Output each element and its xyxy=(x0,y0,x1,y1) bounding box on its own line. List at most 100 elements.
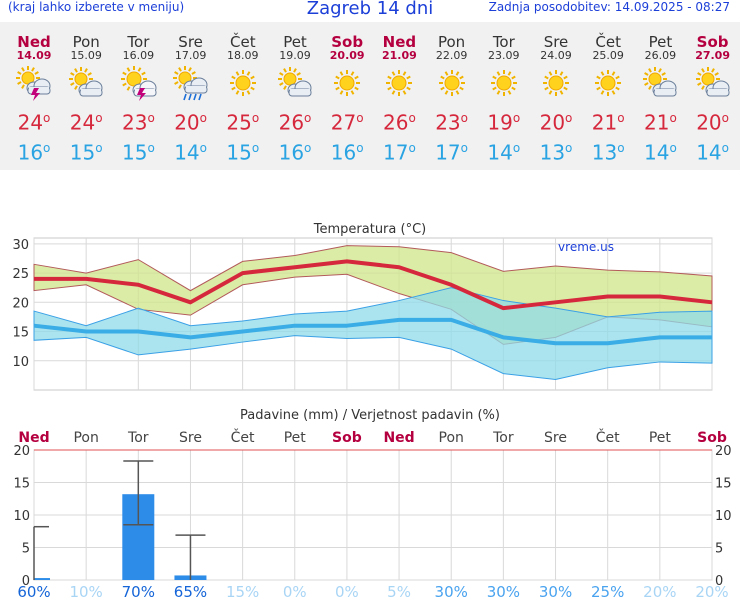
day-column: Sob 20.09 27o 16o xyxy=(321,22,373,165)
degree-symbol: o xyxy=(95,140,103,155)
degree-symbol: o xyxy=(356,140,364,155)
day-column: Čet 18.09 25o 15o xyxy=(217,22,269,165)
day-date: 14.09 xyxy=(16,49,52,62)
day-date: 25.09 xyxy=(592,49,624,62)
precipitation-chart-title: Padavine (mm) / Verjetnost padavin (%) xyxy=(240,408,500,423)
max-temp: 19o xyxy=(478,106,530,135)
precipitation-chart: Padavine (mm) / Verjetnost padavin (%) Ne… xyxy=(13,408,732,600)
day-label: Pon xyxy=(73,430,98,446)
sun-icon xyxy=(379,66,419,102)
day-date: 18.09 xyxy=(227,49,259,62)
precip-probability: 20% xyxy=(643,583,676,600)
day-date: 27.09 xyxy=(695,49,730,62)
max-temp: 24o xyxy=(60,106,112,135)
y-tick-label: 25 xyxy=(12,267,29,282)
day-name: Pon xyxy=(437,33,466,51)
day-date: 24.09 xyxy=(540,49,572,62)
last-update: Zadnja posodobitev: 14.09.2025 - 08:27 xyxy=(488,0,730,14)
max-temp: 25o xyxy=(217,106,269,135)
precip-probability: 20% xyxy=(695,583,728,600)
degree-symbol: o xyxy=(617,111,625,125)
precip-probability: 65% xyxy=(174,583,207,600)
max-temp-value: 24 xyxy=(17,110,44,135)
day-label: Ned xyxy=(383,430,414,446)
max-temp: 23o xyxy=(426,106,478,135)
precip-probability: 0% xyxy=(335,583,359,600)
min-temp: 16o xyxy=(321,135,373,166)
sun-cloud-icon xyxy=(640,66,680,102)
min-temp-value: 13 xyxy=(539,140,566,165)
degree-symbol: o xyxy=(617,140,625,155)
day-label: Sre xyxy=(544,430,567,446)
day-name: Sob xyxy=(331,33,364,51)
day-column: Sre 24.09 20o 13o xyxy=(530,22,582,165)
min-temp-line xyxy=(33,317,712,346)
max-temp-value: 27 xyxy=(330,110,357,135)
day-column: Pon 15.09 24o 15o xyxy=(60,22,112,165)
day-name: Sre xyxy=(543,33,569,51)
precip-probability: 0% xyxy=(283,583,307,600)
min-temp-value: 14 xyxy=(174,140,200,165)
max-temp-value: 20 xyxy=(174,110,200,135)
min-temp: 17o xyxy=(373,135,425,166)
max-temp-value: 24 xyxy=(69,110,96,135)
degree-symbol: o xyxy=(356,111,364,125)
precip-bar xyxy=(34,578,50,580)
max-temp-value: 21 xyxy=(591,110,618,135)
sun-cloud-icon xyxy=(275,66,315,102)
day-column: Tor 23.09 19o 14o xyxy=(478,22,530,165)
day-label: Sob xyxy=(332,430,362,446)
sun-icon xyxy=(484,66,524,102)
max-temp: 20o xyxy=(530,106,582,135)
max-temp-value: 25 xyxy=(226,110,252,135)
y-tick-label-right: 15 xyxy=(715,477,732,492)
day-column: Pon 22.09 23o 17o xyxy=(426,22,478,165)
min-temp: 14o xyxy=(165,135,217,166)
precip-probability: 10% xyxy=(69,583,102,600)
max-temp: 27o xyxy=(321,106,373,135)
day-date: 15.09 xyxy=(70,49,102,62)
day-name: Ned xyxy=(17,33,51,51)
sun-icon xyxy=(536,66,576,102)
day-date: 19.09 xyxy=(279,49,311,62)
max-temp: 26o xyxy=(373,106,425,135)
watermark: vreme.us xyxy=(558,240,614,254)
day-label: Sre xyxy=(179,430,202,446)
min-temp: 14o xyxy=(687,135,739,166)
precip-probability: 15% xyxy=(226,583,259,600)
y-tick-label-right: 20 xyxy=(715,444,732,459)
degree-symbol: o xyxy=(512,111,521,125)
y-tick-label-left: 0 xyxy=(22,574,30,589)
sun-icon xyxy=(432,66,472,102)
precip-probability: 70% xyxy=(122,583,155,600)
max-temp-value: 26 xyxy=(278,110,305,135)
day-name: Pet xyxy=(283,33,307,51)
y-tick-label: 10 xyxy=(12,355,29,370)
min-temp-value: 17 xyxy=(435,140,461,165)
degree-symbol: o xyxy=(199,111,207,125)
day-name: Sre xyxy=(178,33,203,51)
forecast-band xyxy=(0,22,740,170)
max-temp: 21o xyxy=(582,106,634,135)
day-column: Tor 16.09 23o 15o xyxy=(112,22,164,165)
degree-symbol: o xyxy=(199,140,207,155)
day-column: Sob 27.09 20o 14o xyxy=(687,22,739,165)
day-name: Sob xyxy=(696,33,729,51)
day-label: Ned xyxy=(18,430,49,446)
sun-icon xyxy=(223,66,263,102)
min-temp: 15o xyxy=(60,135,112,166)
min-temp: 17o xyxy=(426,135,478,166)
y-tick-label-left: 15 xyxy=(13,477,30,492)
day-date: 26.09 xyxy=(644,49,677,62)
day-date: 21.09 xyxy=(381,49,417,62)
precip-probability: 25% xyxy=(591,583,624,600)
degree-symbol: o xyxy=(251,111,260,125)
min-temp-range-band xyxy=(33,287,713,380)
day-name: Ned xyxy=(382,33,417,51)
day-date: 20.09 xyxy=(329,49,365,62)
min-temp-value: 15 xyxy=(69,140,96,165)
day-label: Pet xyxy=(284,430,307,446)
day-label: Čet xyxy=(231,428,255,446)
min-temp: 13o xyxy=(530,135,582,166)
degree-symbol: o xyxy=(565,111,573,125)
